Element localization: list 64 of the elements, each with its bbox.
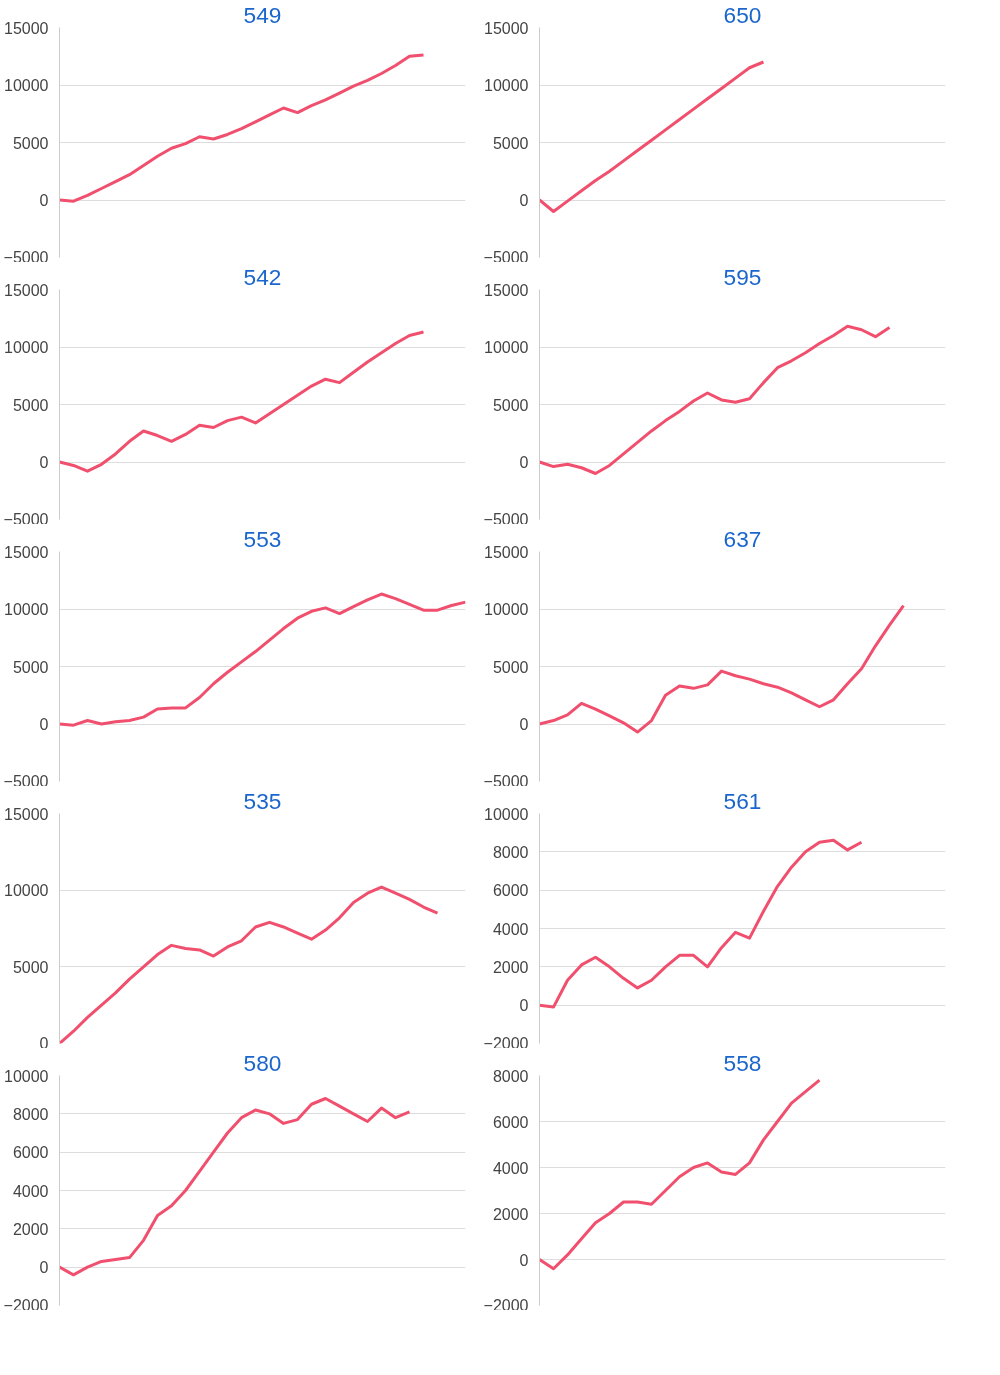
y-tick-label: 0 — [39, 1259, 49, 1277]
y-tick-label: −2000 — [483, 1034, 529, 1052]
y-tick-label: 5000 — [12, 134, 49, 152]
y-tick-label: 10000 — [4, 601, 49, 618]
y-tick-label: 10000 — [484, 805, 529, 823]
y-tick-label: −2000 — [483, 1296, 529, 1314]
chart-title: 553 — [243, 525, 282, 552]
y-tick-label: 0 — [39, 1034, 49, 1052]
y-tick-label: 2000 — [492, 958, 529, 976]
y-tick-label: −5000 — [3, 772, 49, 790]
y-tick-label: 0 — [39, 192, 49, 209]
y-tick-label: 15000 — [4, 543, 49, 561]
chart-title: 558 — [723, 1049, 762, 1076]
y-tick-label: 15000 — [4, 281, 49, 299]
y-tick-label: 8000 — [492, 1067, 529, 1085]
chart-title: 542 — [243, 263, 282, 290]
y-tick-label: 5000 — [12, 958, 49, 976]
y-tick-label: 15000 — [484, 19, 529, 37]
chart-title: 650 — [723, 1, 762, 28]
y-tick-label: 5000 — [492, 396, 529, 414]
y-tick-label: 10000 — [484, 77, 529, 94]
y-tick-label: −5000 — [3, 248, 49, 266]
chart-title: 561 — [723, 787, 762, 814]
y-tick-label: 5000 — [12, 658, 49, 676]
y-tick-label: 10000 — [484, 601, 529, 618]
y-tick-label: 5000 — [492, 134, 529, 152]
y-tick-label: 0 — [39, 454, 49, 471]
y-tick-label: 4000 — [492, 920, 529, 938]
y-tick-label: −5000 — [483, 772, 529, 790]
chart-title: 549 — [243, 1, 282, 28]
y-tick-label: −5000 — [483, 248, 529, 266]
y-tick-label: 5000 — [12, 396, 49, 414]
y-tick-label: 10000 — [4, 882, 49, 900]
y-tick-label: 0 — [519, 454, 529, 471]
y-tick-label: −5000 — [3, 510, 49, 528]
y-tick-label: 0 — [519, 1251, 529, 1269]
y-tick-label: 0 — [519, 716, 529, 733]
y-tick-label: 10000 — [484, 339, 529, 356]
y-tick-label: 6000 — [492, 1113, 529, 1131]
y-tick-label: 10000 — [4, 77, 49, 94]
y-tick-label: 2000 — [492, 1205, 529, 1223]
chart-title: 580 — [243, 1049, 282, 1076]
y-tick-label: 6000 — [12, 1144, 49, 1162]
y-tick-label: −5000 — [483, 510, 529, 528]
chart-title: 637 — [723, 525, 762, 552]
y-tick-label: 4000 — [492, 1159, 529, 1177]
y-tick-label: 8000 — [12, 1105, 49, 1123]
y-tick-label: 15000 — [4, 19, 49, 37]
y-tick-label: 15000 — [484, 281, 529, 299]
y-tick-label: 0 — [39, 716, 49, 733]
y-tick-label: 0 — [519, 997, 529, 1015]
y-tick-label: 6000 — [492, 882, 529, 900]
y-tick-label: 10000 — [4, 1067, 49, 1085]
y-tick-label: 15000 — [484, 543, 529, 561]
y-tick-label: 15000 — [4, 805, 49, 823]
chart-title: 535 — [243, 787, 282, 814]
y-tick-label: 4000 — [12, 1182, 49, 1200]
y-tick-label: 5000 — [492, 658, 529, 676]
y-tick-label: −2000 — [3, 1296, 49, 1314]
y-tick-label: 0 — [519, 192, 529, 209]
chart-title: 595 — [723, 263, 762, 290]
y-tick-label: 10000 — [4, 339, 49, 356]
y-tick-label: 8000 — [492, 843, 529, 861]
y-tick-label: 2000 — [12, 1220, 49, 1238]
